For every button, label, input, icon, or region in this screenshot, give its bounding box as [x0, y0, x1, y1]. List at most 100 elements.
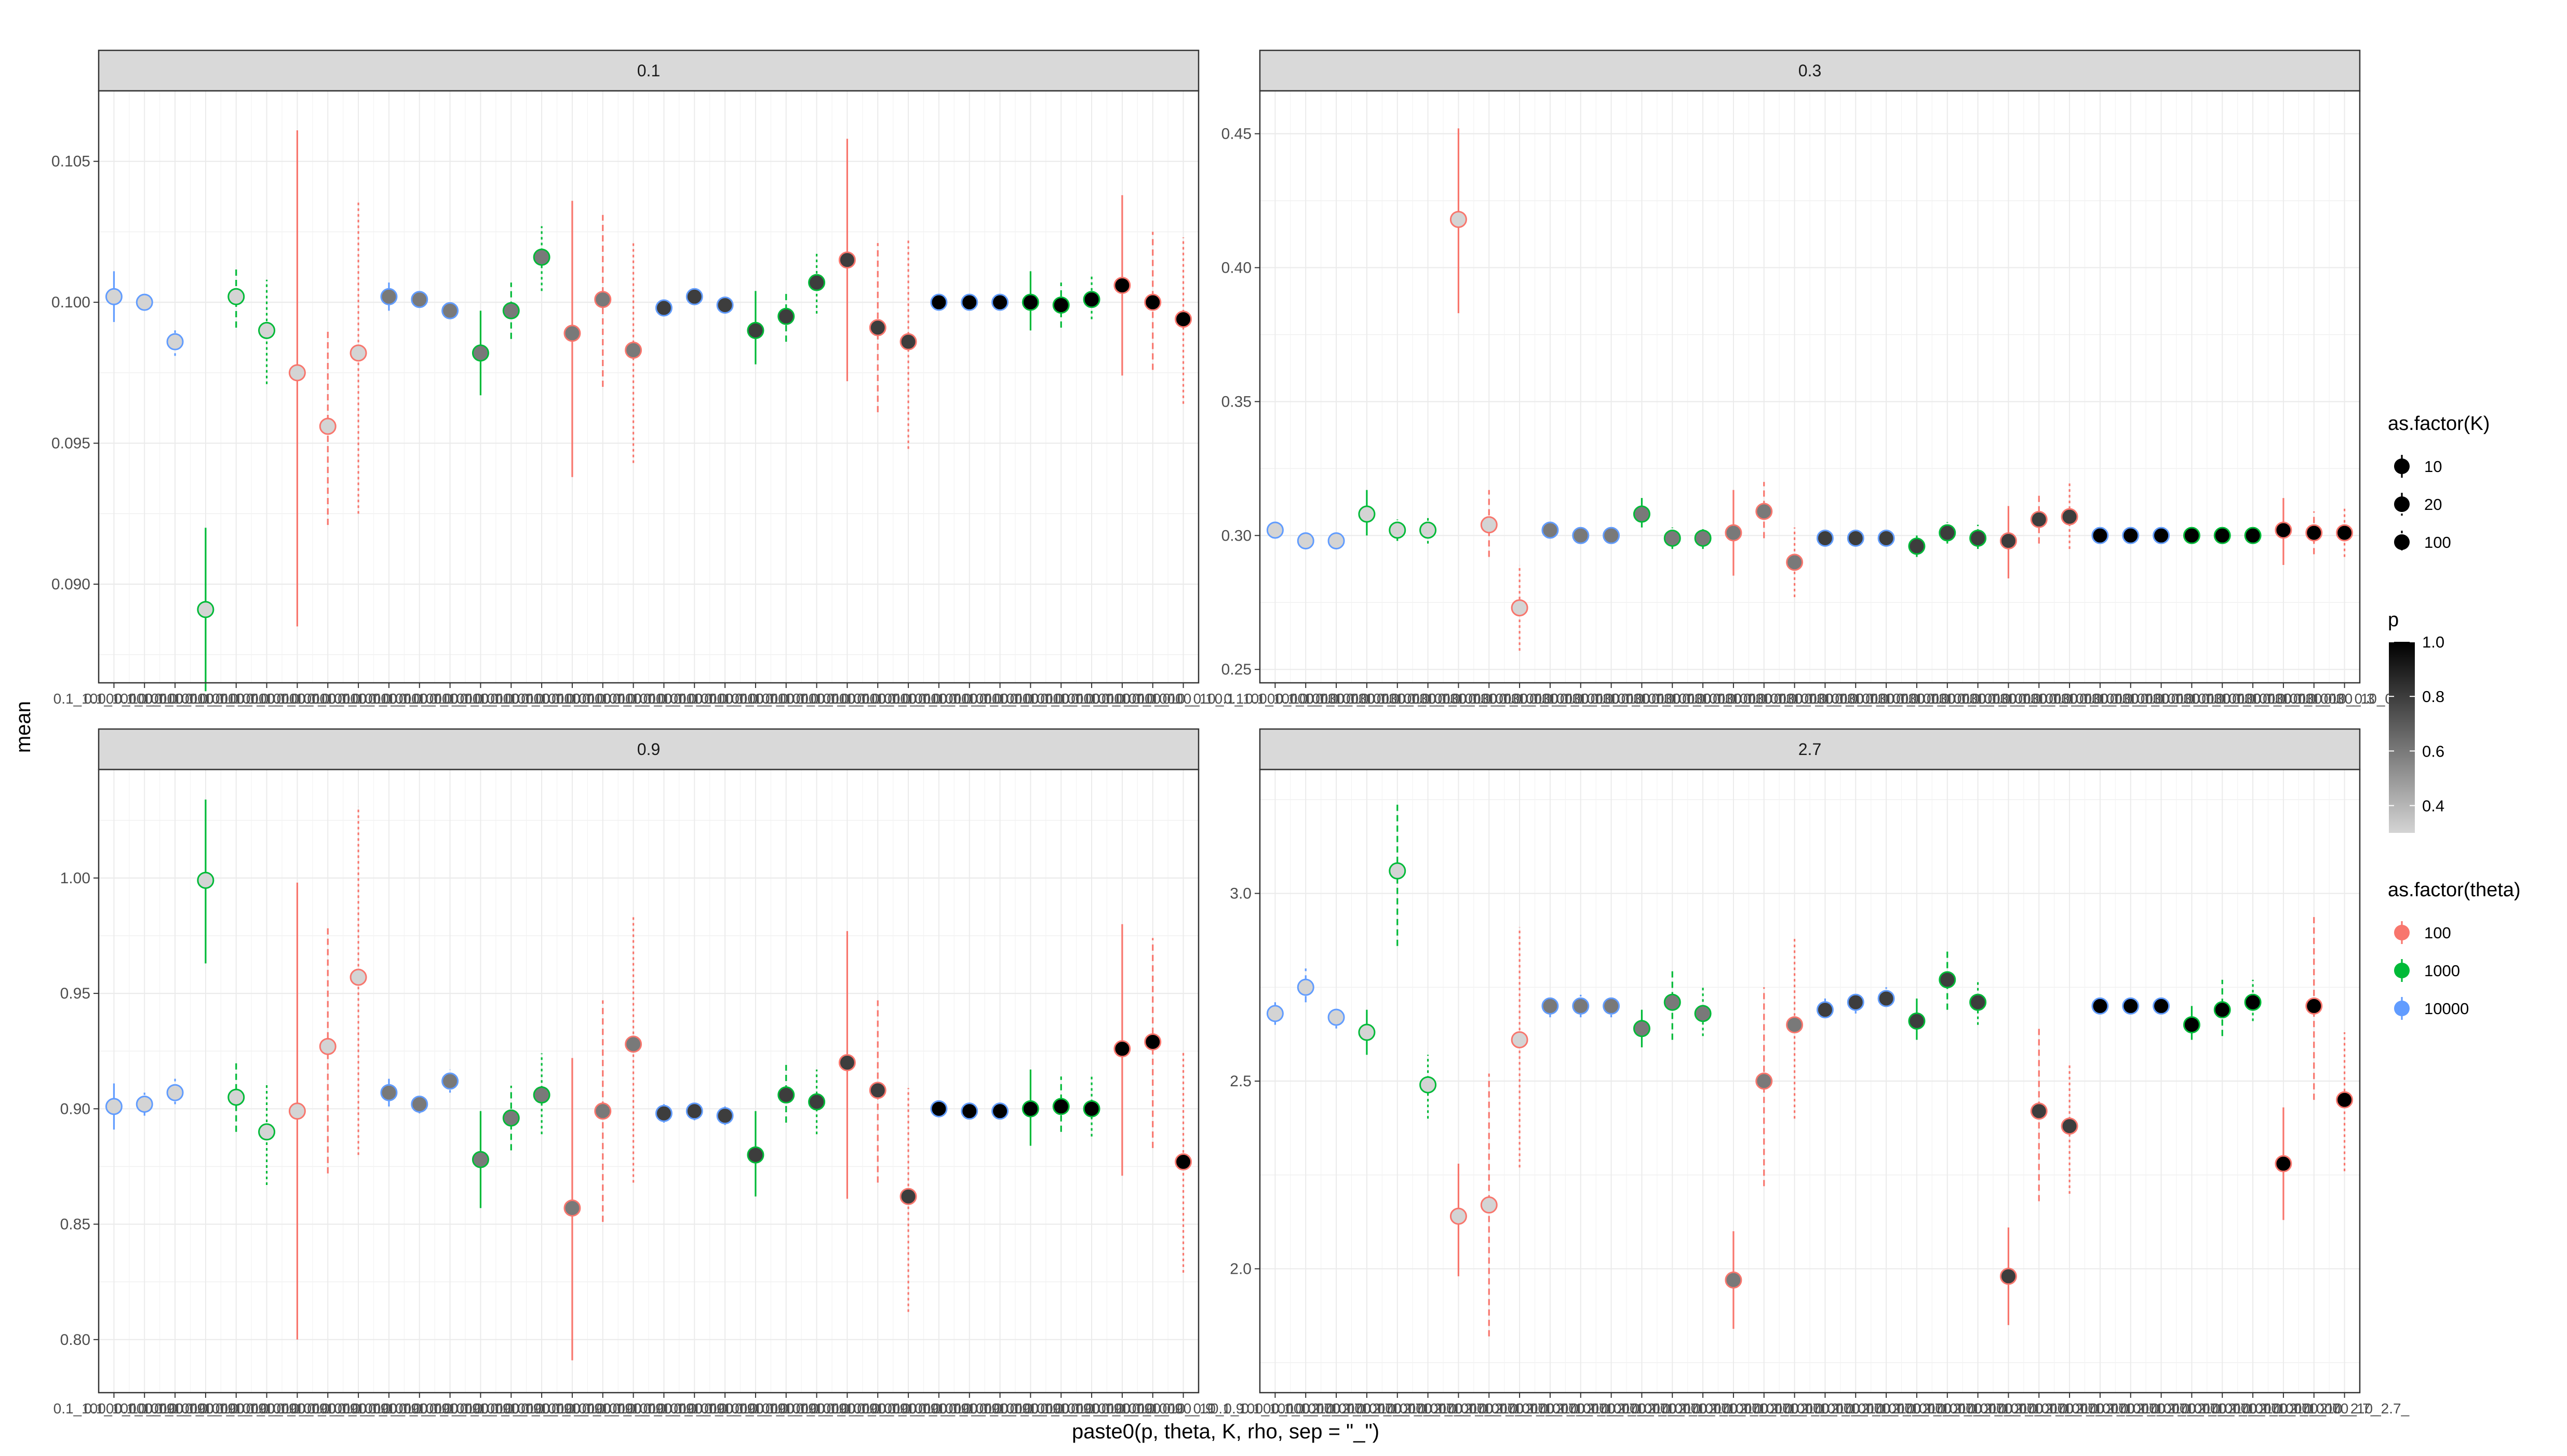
data-point	[2305, 524, 2323, 542]
panel-border	[98, 769, 1200, 1394]
data-point	[1786, 554, 1804, 571]
x-tick-label: 0.1_10000_10_2.7_	[1822, 1400, 1952, 1417]
data-point	[2336, 524, 2354, 542]
x-tick-label: 0.1_10000_10_0.3	[1581, 691, 1703, 707]
x-tick-label: 0.1_10000_10_0.1	[756, 691, 878, 707]
x-tick-label: 0.1_10000_10_2.7_	[1547, 1400, 1676, 1417]
data-point	[1327, 532, 1345, 550]
legend-theta-point	[2394, 925, 2410, 940]
x-tick-labels: 0.1_10000_10_0.30.1_10000_10_0.30.1_1000…	[1215, 691, 2405, 707]
data-point	[441, 302, 459, 319]
data-point	[1419, 1076, 1437, 1094]
facet-panel-2.7: 2.72.02.53.00.1_10000_10_2.7_0.1_10000_1…	[1211, 728, 2410, 1417]
x-tick-label: 0.1_10000_10_0.9	[359, 1400, 480, 1417]
data-point	[2030, 510, 2048, 528]
x-tick-label: 0.1_10000_10_2.7_	[1333, 1400, 1462, 1417]
x-tick-label: 0.1_10000_10_0.9	[725, 1400, 847, 1417]
x-tick-label: 0.1_10000_10_0.3	[2039, 691, 2161, 707]
data-point	[227, 1088, 245, 1106]
data-point	[1266, 1005, 1284, 1022]
data-point	[1175, 311, 1192, 328]
data-point	[136, 1095, 153, 1113]
data-point	[1877, 990, 1895, 1007]
data-point	[1572, 997, 1590, 1015]
legend-k-point	[2394, 459, 2410, 474]
y-tick-label: 2.5	[1230, 1073, 1252, 1090]
x-tick-label: 0.1_10000_10_2.7_	[1852, 1400, 1982, 1417]
x-tick-label: 0.1_10000_10_0.1	[664, 691, 786, 707]
x-tick-label: 0.1_10000_10_0.9	[1092, 1400, 1214, 1417]
data-point	[1633, 1020, 1650, 1037]
data-point	[625, 341, 642, 359]
x-tick-label: 0.1_10000_10_0.9	[848, 1400, 969, 1417]
data-point	[411, 1095, 428, 1113]
x-tick-label: 0.1_10000_10_2.7_	[1211, 1400, 1340, 1417]
x-tick-label: 0.1_10000_10_0.1	[84, 691, 205, 707]
x-tick-label: 0.1_10000_10_2.7_	[1363, 1400, 1493, 1417]
x-tick-label: 0.1_10000_10_0.1	[237, 691, 358, 707]
legend-p-ticks: 1.0 0.8 0.6 0.4	[2389, 633, 2444, 815]
x-tick-label: 0.1_10000_10_0.3	[1215, 691, 1336, 707]
x-tick-label: 0.1_10000_10_0.1	[145, 691, 266, 707]
x-tick-label: 0.1_10000_10_0.9	[512, 1400, 633, 1417]
data-point	[1083, 1100, 1100, 1117]
data-point	[105, 288, 123, 305]
legend-p-tick-label: 0.8	[2422, 687, 2444, 706]
x-tick-label: 0.1_10000_10_0.3	[1642, 691, 1764, 707]
x-tick-label: 0.1_10000_10_0.3	[1337, 691, 1458, 707]
x-tick-label: 0.1_10000_10_0.3	[1825, 691, 1947, 707]
x-tick-label: 0.1_10000_10_0.3	[1428, 691, 1550, 707]
x-tick-label: 0.1_10000_10_0.9	[206, 1400, 328, 1417]
data-point	[1113, 1040, 1131, 1058]
data-point	[1449, 1207, 1467, 1225]
data-point	[2122, 997, 2140, 1015]
data-point	[2061, 1117, 2078, 1135]
data-point	[2061, 508, 2078, 525]
legend-p-colorbar	[2389, 642, 2415, 833]
x-tick-label: 0.1_10000_10_0.9	[1061, 1400, 1183, 1417]
data-point	[1480, 1196, 1498, 1214]
x-tick-label: 0.1_10000_10_0.3	[1551, 691, 1672, 707]
x-tick-label: 0.1_10000_10_0.1	[1000, 691, 1122, 707]
data-point	[2336, 1091, 2354, 1109]
data-point	[838, 251, 856, 269]
legend-k-label: 20	[2424, 495, 2442, 514]
data-point	[2091, 527, 2109, 544]
data-point	[899, 333, 917, 350]
x-tick-label: 0.1_10000_10_2.7_	[2158, 1400, 2288, 1417]
x-tick-label: 0.1_10000_10_0.3	[2101, 691, 2222, 707]
x-tick-label: 0.1_10000_10_0.9	[84, 1400, 205, 1417]
x-tick-label: 0.1_10000_10_0.1	[389, 691, 511, 707]
data-point	[1755, 1072, 1773, 1090]
data-point	[563, 325, 581, 342]
x-tick-label: 0.1_10000_10_0.9	[420, 1400, 542, 1417]
data-point	[2213, 527, 2231, 544]
x-tick-label: 0.1_10000_10_0.1	[420, 691, 542, 707]
data-point	[1663, 529, 1681, 547]
y-tick-label: 0.85	[60, 1216, 90, 1233]
data-point	[1999, 1268, 2017, 1285]
facet-panel-0.9: 0.90.800.850.900.951.000.1_10000_10_0.90…	[53, 728, 1244, 1417]
x-tick-label: 0.1_10000_10_0.9	[267, 1400, 388, 1417]
x-tick-label: 0.1_10000_10_0.1	[450, 691, 572, 707]
facet-strip-label: 0.1	[637, 61, 660, 80]
x-tick-label: 0.1_10000_10_0.1	[939, 691, 1061, 707]
data-point	[777, 1086, 795, 1104]
data-point	[869, 319, 886, 336]
data-point	[1816, 529, 1834, 547]
data-point	[1511, 599, 1528, 617]
data-point	[1603, 527, 1620, 544]
data-point	[1572, 527, 1590, 544]
x-tick-label: 0.1_10000_10_0.3	[1978, 691, 2100, 707]
y-tick-label: 0.35	[1221, 393, 1252, 410]
data-point	[2244, 993, 2262, 1011]
y-tick-label: 0.25	[1221, 661, 1252, 678]
data-point	[1633, 505, 1650, 523]
data-point	[655, 1104, 673, 1122]
x-tick-label: 0.1_10000_10_0.9	[756, 1400, 878, 1417]
y-tick-label: 0.100	[51, 294, 90, 311]
x-tick-label: 0.1_10000_10_0.3	[1611, 691, 1733, 707]
data-point	[533, 1086, 550, 1104]
legend-p-tick-label: 1.0	[2422, 633, 2444, 651]
